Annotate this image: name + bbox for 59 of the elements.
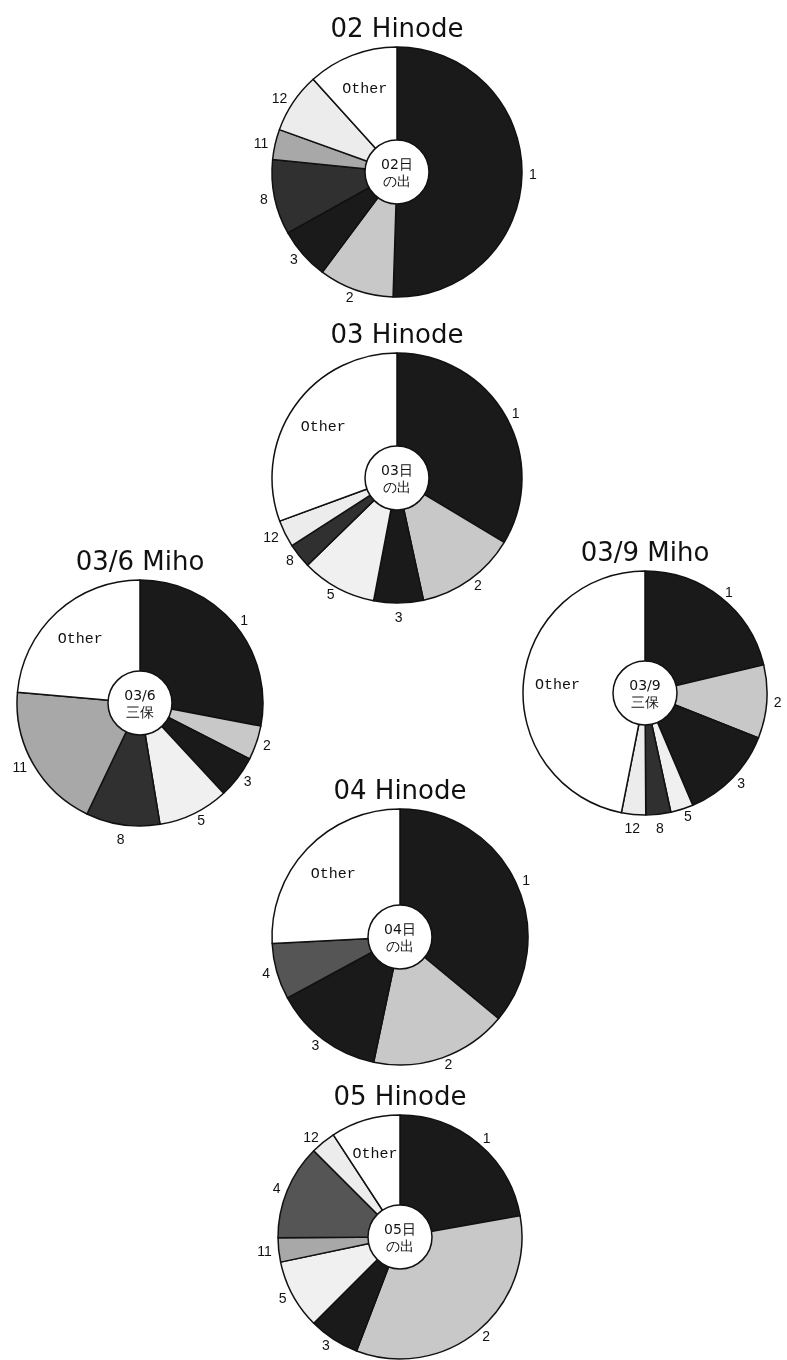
slice-label: 1 [482,1130,491,1147]
slice-label: 5 [326,586,335,603]
text: 03/9 [629,676,661,693]
slice-label: 1 [511,404,520,421]
slice-label: 5 [197,811,206,828]
chart-title: 03 Hinode [330,319,464,349]
slice-label: 3 [289,250,298,267]
text: の出 [383,478,411,495]
slice-label: 1 [522,871,531,888]
slice-label: 1 [528,166,537,183]
slice-label: 8 [285,552,294,569]
slice-label: 3 [394,608,403,625]
text: 03日 [381,461,413,478]
text: の出 [383,172,411,189]
slice-label: 1 [240,612,249,629]
slice-label: 4 [272,1180,281,1197]
slice-label: Other [352,1145,398,1163]
slice-label: 2 [473,577,482,594]
slice-label: 8 [116,830,125,847]
chart-title: 03/9 Miho [580,537,710,567]
slice-label: 2 [444,1056,453,1073]
slice-label: 5 [684,807,693,824]
slice-label: 4 [262,965,271,982]
slice-label: Other [342,81,388,99]
slice-label: 11 [12,759,28,776]
slice-label: 12 [303,1128,319,1145]
slice-label: 3 [243,773,252,790]
slice-label: 2 [345,288,354,305]
slice-label: 1 [725,583,734,600]
text: の出 [386,937,414,954]
text: の出 [386,1237,414,1254]
text: 04日 [384,920,416,937]
slice-label: 5 [278,1290,287,1307]
text: 三保 [126,703,154,720]
slice-label: 8 [259,190,268,207]
slice-label: 3 [737,775,746,792]
slice-label: 2 [482,1328,491,1345]
slice-label: Other [535,677,581,695]
slice-label: 11 [257,1242,272,1259]
slice-label: 2 [262,737,271,754]
chart-title: 04 Hinode [333,775,467,805]
slice-label: 12 [263,528,280,545]
slice-label: Other [300,419,346,437]
slice-label: 12 [271,90,288,107]
slice-label: 3 [322,1337,331,1354]
slice-label: 8 [656,820,665,837]
slice-label: Other [57,630,103,648]
chart-title: 02 Hinode [330,13,464,43]
slice-label: Other [310,866,356,884]
slice-label: 2 [773,694,782,711]
slice-label: 3 [311,1037,320,1054]
text: 三保 [631,693,659,710]
text: 03/6 [124,686,156,703]
text: 05日 [384,1220,416,1237]
slice-label: 11 [253,134,269,151]
chart-title: 05 Hinode [333,1081,467,1111]
chart-title: 03/6 Miho [75,546,205,576]
slice-label: 12 [624,820,641,837]
text: 02日 [381,155,413,172]
